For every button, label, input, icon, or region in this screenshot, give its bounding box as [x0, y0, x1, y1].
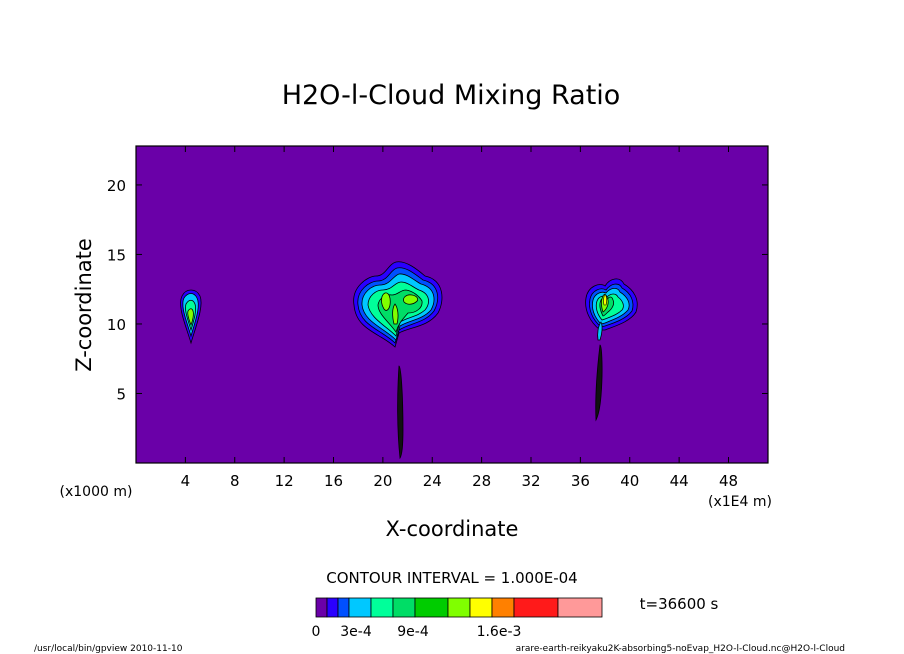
y-tick-label: 15	[107, 246, 126, 264]
x-tick-label: 36	[571, 472, 590, 490]
colorbar-swatch	[337, 597, 350, 618]
y-axis-label: Z-coordinate	[72, 238, 96, 372]
x-unit-right: (x1E4 m)	[708, 494, 772, 510]
colorbar-swatch	[326, 597, 339, 618]
x-tick-label: 8	[230, 472, 240, 490]
colorbar-swatch	[370, 597, 394, 618]
colorbar	[315, 597, 603, 618]
x-tick-label: 48	[719, 472, 738, 490]
x-tick-label: 40	[620, 472, 639, 490]
plot-frame	[135, 145, 769, 464]
colorbar-swatch	[315, 597, 328, 618]
x-tick-label: 4	[181, 472, 191, 490]
contour-interval-text: CONTOUR INTERVAL = 1.000E-04	[326, 569, 577, 587]
y-tick-label: 5	[116, 385, 126, 403]
footer-left: /usr/local/bin/gpview 2010-11-10	[34, 644, 183, 654]
x-axis-ticks: 4 8 12 16 20 24 28 32 36 40 44 48	[181, 146, 738, 490]
x-tick-label: 20	[373, 472, 392, 490]
y-axis-ticks: 5 10 15 20	[107, 177, 768, 403]
colorbar-label: 3e-4	[340, 624, 372, 640]
x-tick-label: 28	[472, 472, 491, 490]
x-tick-label: 24	[423, 472, 442, 490]
time-label: t=36600 s	[640, 595, 719, 613]
chart-title: H2O-l-Cloud Mixing Ratio	[282, 80, 621, 111]
cloud-contours	[180, 261, 638, 460]
y-tick-label: 10	[107, 316, 126, 334]
colorbar-swatch	[513, 597, 559, 618]
colorbar-label: 1.6e-3	[477, 624, 522, 640]
x-tick-label: 16	[324, 472, 343, 490]
colorbar-swatch	[392, 597, 416, 618]
x-unit-left: (x1000 m)	[60, 484, 133, 500]
colorbar-label: 9e-4	[397, 624, 429, 640]
x-axis-label: X-coordinate	[386, 517, 519, 541]
colorbar-label: 0	[312, 624, 321, 640]
cloud-cell-2	[353, 261, 443, 460]
colorbar-swatch	[491, 597, 515, 618]
x-tick-label: 32	[521, 472, 540, 490]
colorbar-swatch	[348, 597, 372, 618]
colorbar-labels: 0 3e-4 9e-4 1.6e-3	[312, 624, 522, 640]
x-tick-label: 12	[275, 472, 294, 490]
colorbar-swatch	[469, 597, 493, 618]
cloud-cell-1	[180, 289, 202, 345]
cloud-cell-3	[585, 278, 638, 422]
y-tick-label: 20	[107, 177, 126, 195]
plot-area	[136, 146, 768, 463]
colorbar-swatch	[557, 597, 603, 618]
colorbar-swatch	[447, 597, 471, 618]
footer-right: arare-earth-reikyaku2K-absorbing5-noEvap…	[516, 644, 845, 654]
x-tick-label: 44	[670, 472, 689, 490]
colorbar-swatch	[414, 597, 449, 618]
